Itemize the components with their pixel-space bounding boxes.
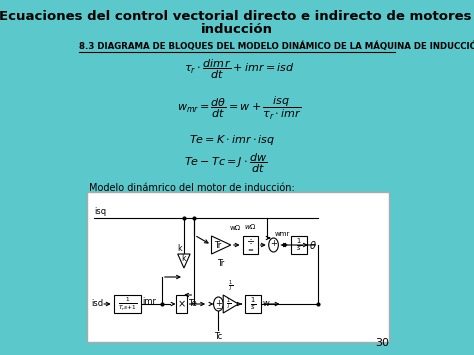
Text: $\frac{1}{s}$: $\frac{1}{s}$	[296, 236, 302, 253]
Polygon shape	[178, 254, 190, 268]
Text: $\frac{1}{s}$: $\frac{1}{s}$	[250, 296, 256, 312]
Text: $\frac{1}{J}$: $\frac{1}{J}$	[228, 279, 233, 294]
Text: isq: isq	[94, 207, 107, 216]
Polygon shape	[223, 295, 238, 313]
Text: $\frac{1}{J}$: $\frac{1}{J}$	[226, 296, 231, 312]
Bar	[291, 236, 307, 254]
Bar	[114, 295, 141, 313]
Bar	[245, 295, 261, 313]
Text: Tc: Tc	[214, 332, 222, 341]
Circle shape	[214, 297, 223, 311]
Text: +: +	[270, 240, 277, 248]
Text: $Te = K \cdot imr \cdot isq$: $Te = K \cdot imr \cdot isq$	[189, 133, 275, 147]
Text: inducción: inducción	[201, 23, 273, 36]
Text: $\times$: $\times$	[177, 299, 186, 309]
Text: −: −	[216, 306, 221, 312]
Circle shape	[269, 238, 278, 252]
Text: Tr: Tr	[214, 240, 221, 250]
Text: $\div$: $\div$	[246, 236, 255, 246]
Text: imr: imr	[143, 297, 156, 306]
Text: k: k	[178, 244, 182, 253]
Bar	[87, 192, 389, 342]
Text: Modelo dinámrico del motor de inducción:: Modelo dinámrico del motor de inducción:	[89, 183, 294, 193]
Text: isd: isd	[91, 300, 104, 308]
Text: 8. Ecuaciones del control vectorial directo e indirecto de motores de: 8. Ecuaciones del control vectorial dire…	[0, 10, 474, 23]
Text: $\tau_r \cdot \dfrac{dim\,r}{dt} + imr = isd$: $\tau_r \cdot \dfrac{dim\,r}{dt} + imr =…	[184, 58, 294, 81]
Text: $\theta$: $\theta$	[309, 239, 317, 251]
Text: $Te - Tc = J \cdot \dfrac{dw}{dt}$: $Te - Tc = J \cdot \dfrac{dw}{dt}$	[184, 152, 267, 175]
Text: $\frac{1}{T_r s{+}1}$: $\frac{1}{T_r s{+}1}$	[118, 295, 137, 313]
Text: $w\Omega$: $w\Omega$	[244, 222, 256, 231]
Text: 30: 30	[375, 338, 389, 348]
Text: $w_{mr} = \dfrac{d\theta}{dt} = w + \dfrac{isq}{\tau_r \cdot imr}$: $w_{mr} = \dfrac{d\theta}{dt} = w + \dfr…	[177, 95, 301, 122]
Text: k: k	[182, 254, 186, 263]
Text: Te: Te	[188, 300, 197, 308]
Bar	[176, 295, 187, 313]
Text: w: w	[263, 300, 269, 308]
Bar	[243, 236, 258, 254]
Text: wmr: wmr	[275, 231, 290, 237]
Text: +: +	[215, 299, 222, 307]
Text: 8.3 DIAGRAMA DE BLOQUES DEL MODELO DINÁMICO DE LA MÁQUINA DE INDUCCIÓN: 8.3 DIAGRAMA DE BLOQUES DEL MODELO DINÁM…	[79, 42, 474, 51]
Text: $=$: $=$	[246, 246, 255, 252]
Text: Tr: Tr	[218, 259, 225, 268]
Polygon shape	[211, 236, 231, 254]
Text: wΩ: wΩ	[230, 225, 241, 231]
